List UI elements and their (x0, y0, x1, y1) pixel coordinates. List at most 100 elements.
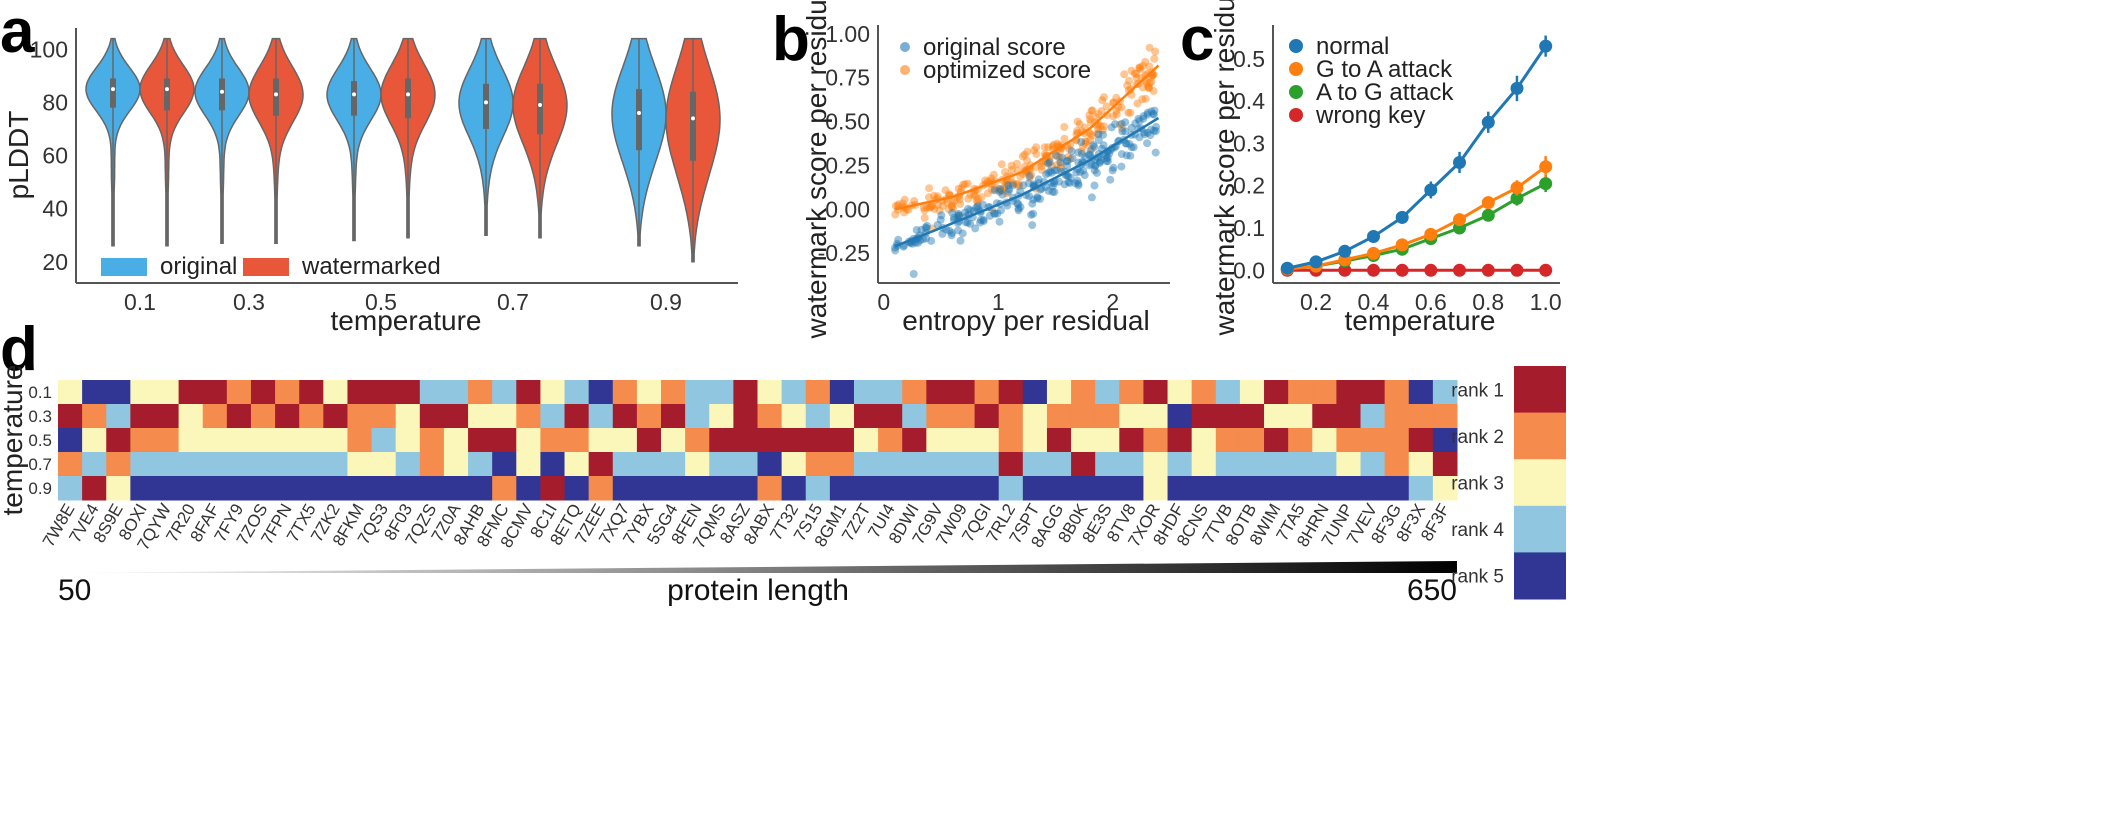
data-point (1453, 213, 1466, 227)
data-point (1481, 263, 1495, 277)
scatter-point-original (1096, 156, 1105, 165)
scatter-point-optimized (1133, 99, 1142, 108)
colorbar-segment (1514, 459, 1566, 507)
scatter-point-original (1131, 119, 1140, 128)
scatter-point-optimized (922, 203, 931, 212)
scatter-point-optimized (1081, 140, 1090, 148)
heatmap-cell (1336, 476, 1362, 501)
heatmap-cell (1360, 404, 1386, 429)
y-tick-label: 1.00 (825, 21, 870, 47)
data-point (1510, 191, 1524, 205)
heatmap-cell (709, 476, 734, 501)
scatter-point-original (1150, 126, 1159, 135)
scatter-point-optimized (1147, 78, 1156, 87)
scatter-point-optimized (1117, 103, 1126, 112)
scatter-point-original (1078, 149, 1087, 158)
heatmap-cell (1360, 476, 1386, 501)
heatmap-cell (1215, 428, 1241, 453)
row-label: 0.9 (28, 479, 52, 498)
heatmap-cell (1119, 380, 1144, 405)
legend-marker-original-score (900, 42, 910, 52)
heatmap-cell (178, 380, 204, 405)
scatter-point-optimized (1086, 136, 1095, 144)
scatter-point-original (1143, 139, 1152, 148)
heatmap-cell (878, 452, 903, 477)
heatmap-cell (1336, 404, 1362, 429)
scatter-point-original (1143, 128, 1152, 137)
heatmap-cell (636, 476, 662, 501)
scatter-point-original (1139, 112, 1148, 121)
colorbar-segment (1514, 412, 1566, 460)
scatter-point-optimized (1073, 126, 1082, 135)
scatter-point-original (1121, 118, 1130, 127)
scatter-point-original (1091, 161, 1100, 170)
heatmap-cell (998, 476, 1024, 501)
scatter-point-original (990, 209, 999, 218)
heatmap-cell (781, 428, 807, 453)
scatter-point-optimized (891, 210, 900, 219)
heatmap-cell (1384, 380, 1410, 405)
scatter-point-optimized (1045, 156, 1054, 165)
heatmap-cell (781, 404, 807, 429)
scatter-point-optimized (996, 186, 1005, 195)
heatmap-cell (540, 452, 566, 477)
heatmap-cell (419, 380, 445, 405)
heatmap-cell (443, 428, 469, 453)
scatter-point-original (1151, 127, 1160, 135)
heatmap-cell (468, 476, 493, 501)
heatmap-cell (1119, 476, 1144, 501)
heatmap-cell (275, 380, 300, 405)
scatter-point-original (1024, 179, 1033, 188)
heatmap-cell (347, 452, 373, 477)
heatmap-cell (1264, 404, 1289, 429)
data-point (1338, 263, 1352, 277)
heatmap-cell (926, 404, 951, 429)
heatmap-cell (371, 452, 397, 477)
scatter-point-optimized (1001, 179, 1010, 188)
data-point (1395, 238, 1409, 252)
heatmap-cell (974, 452, 1000, 477)
y-tick-label: 20 (42, 249, 68, 275)
scatter-point-original (1052, 166, 1061, 175)
scatter-point-original (976, 216, 985, 224)
scatter-point-original (1151, 148, 1160, 157)
heatmap-cell (733, 452, 758, 477)
scatter-point-optimized (944, 205, 953, 214)
scatter-point-original (1060, 180, 1069, 189)
scatter-point-original (922, 234, 931, 243)
scatter-point-optimized (1086, 129, 1095, 138)
heatmap-cell (1046, 452, 1072, 477)
heatmap-cell (661, 380, 686, 405)
heatmap-cell (323, 380, 348, 405)
scatter-point-original (1134, 114, 1143, 123)
heatmap-cell (1264, 428, 1289, 453)
scatter-point-optimized (1025, 173, 1034, 182)
scatter-point-optimized (933, 200, 942, 209)
scatter-point-optimized (1053, 160, 1062, 169)
heatmap-chart: 0.10.30.50.70.97W8E7VE48S9E8OXI7QYW7R208… (0, 365, 1566, 607)
heatmap-cell (902, 380, 927, 405)
heatmap-cell (154, 476, 180, 501)
heatmap-cell (154, 452, 180, 477)
heatmap-cell (709, 452, 734, 477)
scatter-point-original (1135, 117, 1144, 125)
heatmap-cell (564, 428, 590, 453)
heatmap-cell (685, 452, 710, 477)
heatmap-cell (853, 380, 879, 405)
heatmap-cell (1191, 428, 1217, 453)
heatmap-cell (58, 428, 83, 453)
y-tick-label: 60 (42, 143, 68, 169)
scatter-point-optimized (1053, 139, 1062, 148)
heatmap-cell (82, 452, 107, 477)
violin-median-marker (274, 92, 278, 97)
heatmap-cell (1312, 476, 1337, 501)
heatmap-cell (1288, 452, 1313, 477)
scatter-point-original (1065, 178, 1074, 187)
scatter-point-original (1085, 150, 1094, 159)
scatter-point-optimized (1145, 83, 1153, 92)
y-tick-label: 0.3 (1233, 130, 1265, 156)
scatter-point-original (1027, 210, 1036, 219)
scatter-point-optimized (1097, 107, 1106, 116)
violin-iqr-box (219, 78, 225, 111)
scatter-point-original (990, 186, 999, 195)
